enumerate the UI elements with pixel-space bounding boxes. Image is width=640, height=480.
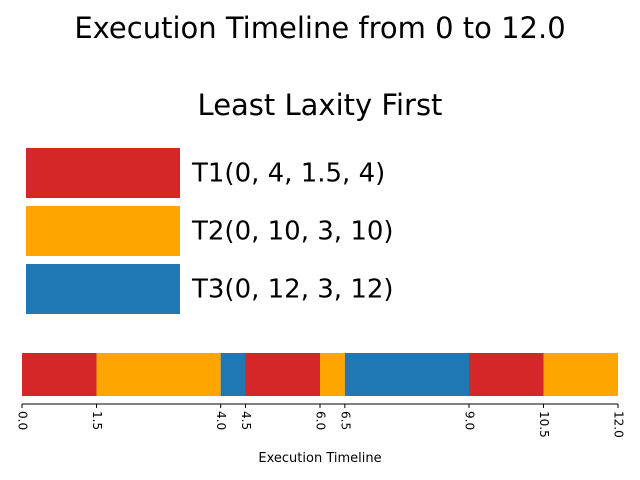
x-tick-label: 10.5 bbox=[537, 411, 551, 438]
legend-label-t1: T1(0, 4, 1.5, 4) bbox=[191, 159, 385, 189]
x-tick-label: 6.5 bbox=[338, 411, 352, 430]
x-tick-label: 4.0 bbox=[214, 411, 228, 430]
legend-swatch-t1 bbox=[26, 148, 180, 198]
timeline-bars bbox=[22, 353, 618, 396]
bar-segment-t1-6 bbox=[469, 353, 544, 396]
legend-label-t2: T2(0, 10, 3, 10) bbox=[191, 217, 394, 247]
bar-segment-t2-7 bbox=[543, 353, 618, 396]
x-tick-label: 4.5 bbox=[239, 411, 253, 430]
bar-segment-t3-5 bbox=[344, 353, 469, 396]
bar-segment-t2-1 bbox=[96, 353, 221, 396]
chart-title-line1: Execution Timeline from 0 to 12.0 bbox=[74, 11, 565, 45]
bar-segment-t3-2 bbox=[220, 353, 246, 396]
x-axis-ticks: 0.0 1.5 4.0 4.5 6.0 6.5 9.0 10.5 12.0 bbox=[16, 404, 626, 438]
x-tick-label: 6.0 bbox=[314, 411, 328, 430]
chart-title-line2: Least Laxity First bbox=[198, 88, 443, 122]
bar-segment-t2-4 bbox=[320, 353, 345, 396]
x-tick-label: 9.0 bbox=[463, 411, 477, 430]
bar-segment-t1-0 bbox=[22, 353, 97, 396]
legend: T1(0, 4, 1.5, 4) T2(0, 10, 3, 10) T3(0, 12… bbox=[26, 148, 394, 314]
x-tick-label: 0.0 bbox=[16, 411, 30, 430]
legend-swatch-t3 bbox=[26, 264, 180, 314]
x-tick-label: 1.5 bbox=[90, 411, 104, 430]
legend-label-t3: T3(0, 12, 3, 12) bbox=[191, 275, 394, 305]
x-tick-label: 12.0 bbox=[612, 411, 626, 438]
x-axis-label: Execution Timeline bbox=[258, 451, 381, 466]
legend-swatch-t2 bbox=[26, 206, 180, 256]
bar-segment-t1-3 bbox=[245, 353, 320, 396]
